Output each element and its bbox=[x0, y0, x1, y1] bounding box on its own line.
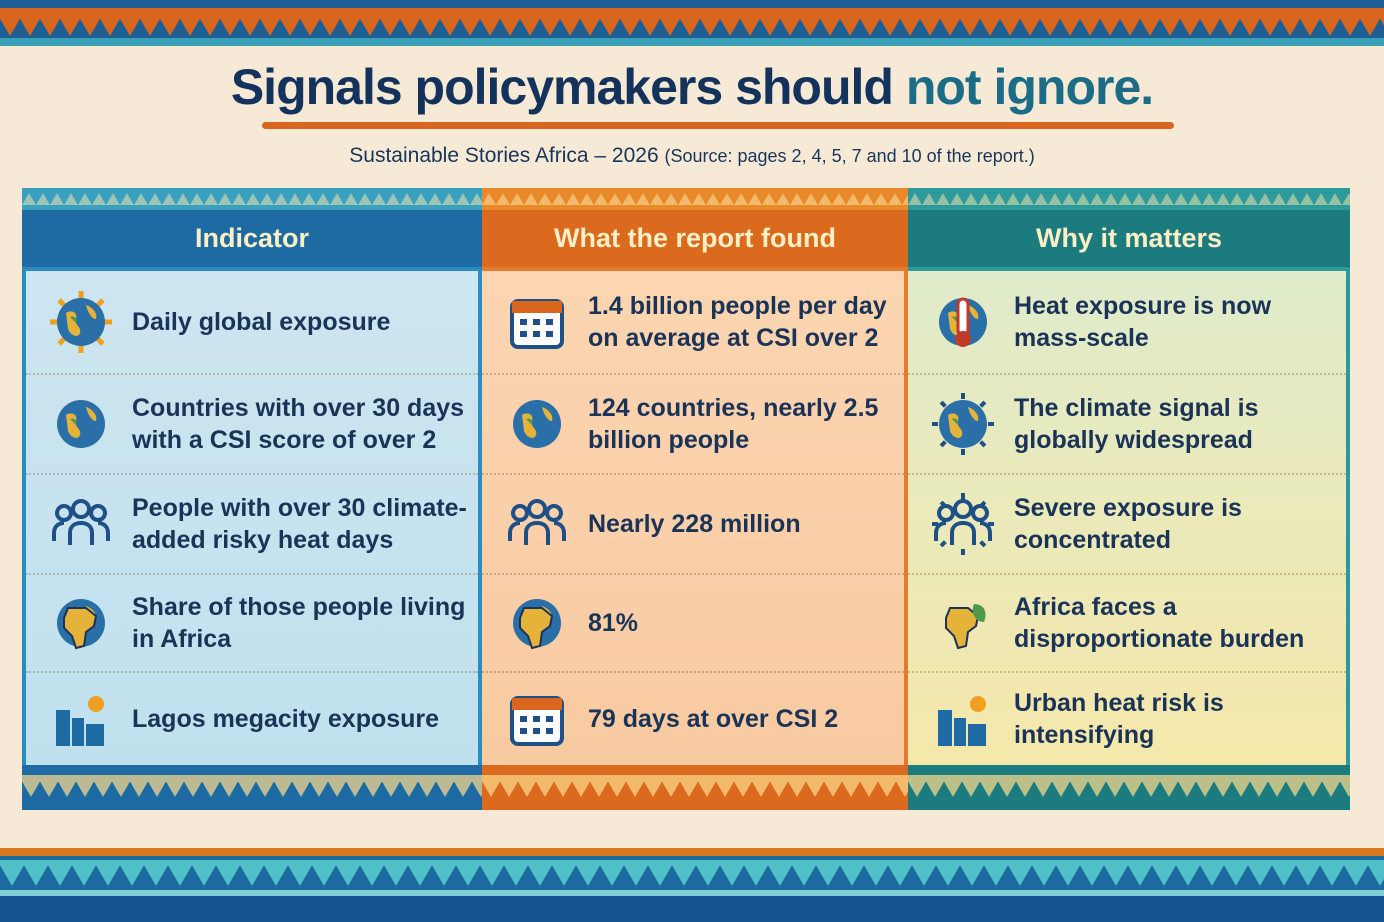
table-row: Share of those people living in Africa bbox=[26, 575, 478, 673]
column-rows: 1.4 billion people per day on average at… bbox=[482, 266, 908, 765]
header-pattern bbox=[908, 188, 1350, 210]
row-text: 79 days at over CSI 2 bbox=[588, 704, 839, 733]
column-header: What the report found bbox=[482, 188, 908, 267]
table-row: 81% bbox=[482, 575, 904, 673]
page-title: Signals policymakers should not ignore. bbox=[0, 58, 1384, 116]
table-row: Severe exposure is concentrated bbox=[908, 475, 1346, 575]
column-header-label: Indicator bbox=[22, 210, 482, 267]
column-footer-pattern bbox=[22, 764, 482, 810]
africa-map-icon bbox=[513, 598, 561, 649]
sun-globe-icon bbox=[50, 290, 112, 353]
row-text: Lagos megacity exposure bbox=[132, 704, 440, 733]
table-row: 1.4 billion people per day on average at… bbox=[482, 271, 904, 375]
table-row: The climate signal is globally widesprea… bbox=[908, 375, 1346, 475]
column-footer-pattern bbox=[908, 764, 1350, 810]
table-row: Daily global exposure bbox=[26, 271, 478, 375]
people-target-icon bbox=[932, 492, 994, 555]
table-row: People with over 30 climate-added risky … bbox=[26, 475, 478, 575]
table-row: Heat exposure is now mass-scale bbox=[908, 271, 1346, 375]
row-text: 1.4 billion people per day on average at… bbox=[588, 291, 887, 352]
column-0: Indicator Daily global exposure Countries … bbox=[22, 188, 482, 810]
table-row: Lagos megacity exposure bbox=[26, 673, 478, 765]
column-header: Indicator bbox=[22, 188, 482, 267]
top-decorative-border bbox=[0, 0, 1384, 46]
title-accent: not ignore. bbox=[905, 59, 1154, 115]
table-row: 124 countries, nearly 2.5 billion people bbox=[482, 375, 904, 475]
africa-leaf-icon bbox=[945, 603, 986, 649]
globe-arrows-icon bbox=[932, 392, 994, 455]
row-text: Urban heat risk is intensifying bbox=[1014, 688, 1224, 749]
people-group-icon bbox=[52, 498, 110, 545]
header-pattern bbox=[482, 188, 908, 210]
table-row: Countries with over 30 days with a CSI s… bbox=[26, 375, 478, 475]
row-text: Africa faces a disproportionate burden bbox=[1014, 592, 1305, 653]
bottom-decorative-border bbox=[0, 848, 1384, 922]
calendar-heat-icon bbox=[510, 695, 564, 746]
column-1: What the report found 1.4 billion people … bbox=[482, 188, 908, 810]
row-text: 81% bbox=[588, 608, 639, 637]
thermometer-globe-icon bbox=[939, 297, 987, 347]
row-text: Heat exposure is now mass-scale bbox=[1014, 291, 1272, 352]
row-text: Countries with over 30 days with a CSI s… bbox=[132, 393, 465, 454]
table-row: Nearly 228 million bbox=[482, 475, 904, 575]
column-footer-pattern bbox=[482, 764, 908, 810]
row-text: Daily global exposure bbox=[132, 307, 391, 336]
row-text: 124 countries, nearly 2.5 billion people bbox=[588, 393, 879, 454]
row-text: Share of those people living in Africa bbox=[132, 592, 466, 653]
row-text: The climate signal is globally widesprea… bbox=[1014, 393, 1259, 454]
title-underline bbox=[262, 122, 1174, 129]
subtitle: Sustainable Stories Africa – 2026 (Sourc… bbox=[0, 144, 1384, 168]
row-text: Nearly 228 million bbox=[588, 509, 801, 538]
column-rows: Heat exposure is now mass-scale The clima… bbox=[908, 266, 1350, 765]
calendar-icon bbox=[510, 298, 564, 349]
table-row: 79 days at over CSI 2 bbox=[482, 673, 904, 765]
city-sun-icon bbox=[56, 695, 104, 746]
table-row: Africa faces a disproportionate burden bbox=[908, 575, 1346, 673]
people-group-icon bbox=[508, 498, 566, 545]
globe-icon bbox=[513, 399, 561, 448]
signals-table: Indicator Daily global exposure Countries … bbox=[22, 188, 1350, 810]
row-text: People with over 30 climate-added risky … bbox=[132, 493, 467, 554]
column-rows: Daily global exposure Countries with over… bbox=[22, 266, 482, 765]
city-heat-icon bbox=[938, 695, 986, 746]
subtitle-main: Sustainable Stories Africa – 2026 bbox=[349, 144, 665, 167]
column-header: Why it matters bbox=[908, 188, 1350, 267]
globe-pin-icon bbox=[57, 399, 105, 448]
row-text: Severe exposure is concentrated bbox=[1014, 493, 1242, 554]
africa-globe-icon bbox=[57, 598, 105, 649]
title-main: Signals policymakers should bbox=[230, 59, 906, 115]
column-2: Why it matters Heat exposure is now mass-… bbox=[908, 188, 1350, 810]
subtitle-source: (Source: pages 2, 4, 5, 7 and 10 of the … bbox=[664, 146, 1035, 166]
table-row: Urban heat risk is intensifying bbox=[908, 673, 1346, 765]
column-header-label: What the report found bbox=[482, 210, 908, 267]
column-header-label: Why it matters bbox=[908, 210, 1350, 267]
header-pattern bbox=[22, 188, 482, 210]
